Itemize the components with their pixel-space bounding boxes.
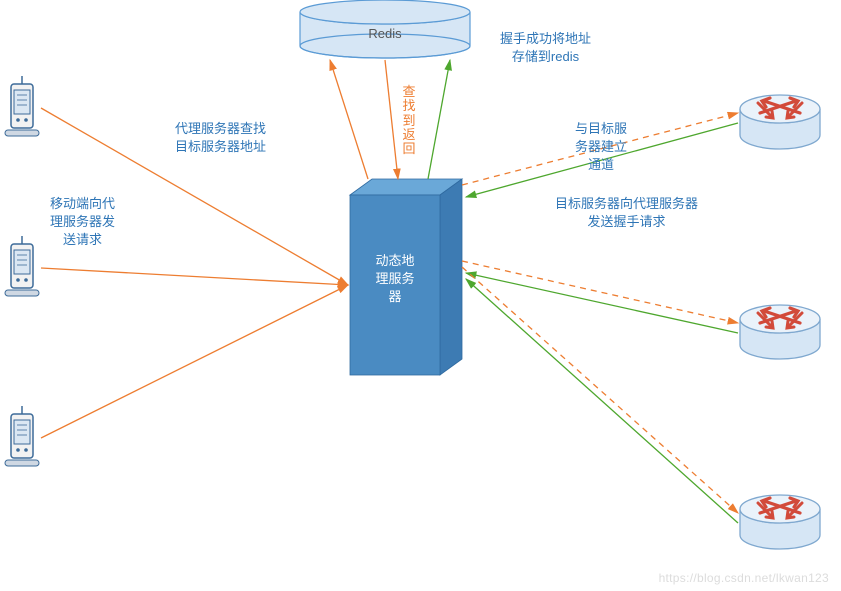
edge-server-to-redis-lookup	[330, 60, 368, 179]
server-side	[440, 179, 462, 375]
router-icon	[740, 95, 820, 149]
label-build_channel: 与目标服 务器建立 通道	[575, 120, 627, 175]
edge-phone-to-server	[41, 268, 348, 285]
edge-server-to-router-dashed	[462, 261, 738, 323]
server-label: 器	[388, 289, 401, 304]
edge-server-to-redis-store	[428, 60, 450, 179]
router-icon	[740, 305, 820, 359]
router-icon	[740, 495, 820, 549]
label-target_req: 目标服务器向代理服务器 发送握手请求	[555, 195, 698, 231]
label-phone_req: 移动端向代 理服务器发 送请求	[50, 195, 115, 250]
edge-phone-to-server	[41, 285, 348, 438]
server-label: 动态地	[375, 253, 414, 268]
label-handshake_ok: 握手成功将地址 存储到redis	[500, 30, 591, 66]
edge-redis-to-server-return	[385, 60, 398, 179]
watermark: https://blog.csdn.net/lkwan123	[659, 571, 829, 585]
label-proxy_lookup: 代理服务器查找 目标服务器地址	[175, 120, 266, 156]
label-found_return: 查 找 到 返 回	[402, 85, 416, 156]
phone-icon	[5, 406, 39, 466]
server-label: 理服务	[375, 271, 414, 286]
phone-icon	[5, 76, 39, 136]
phone-icon	[5, 236, 39, 296]
diagram-canvas: Redis 动态地理服务器	[0, 0, 841, 591]
edge-router-to-server	[466, 279, 738, 523]
edge-server-to-router-dashed	[462, 267, 738, 513]
redis-label: Redis	[368, 26, 402, 41]
edge-router-to-server	[466, 273, 738, 333]
